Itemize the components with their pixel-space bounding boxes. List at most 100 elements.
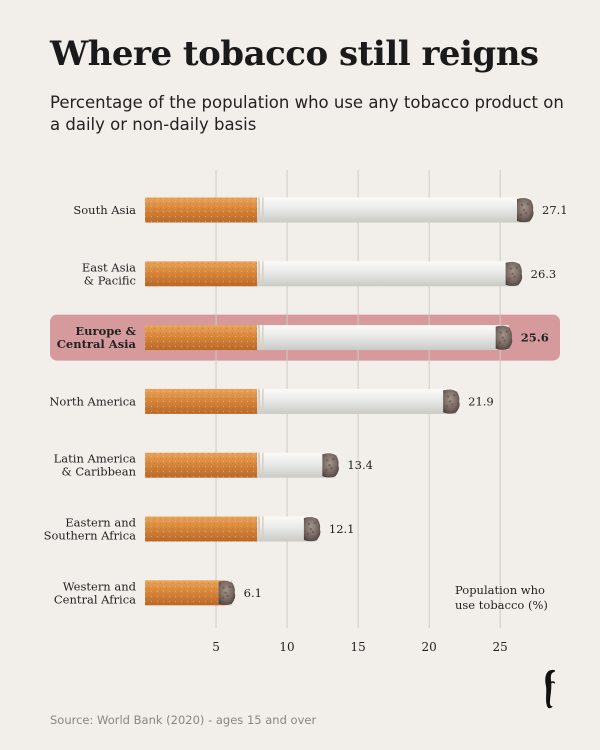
ash-speck: [330, 467, 333, 470]
filter-texture: [145, 261, 257, 287]
category-label: East Asia: [82, 260, 136, 274]
cigarette-band: [262, 388, 264, 414]
ash-speck: [448, 400, 452, 403]
ash-speck: [508, 277, 511, 280]
cigarette-bar: [145, 580, 236, 606]
category-label: Europe &: [75, 324, 136, 338]
ash-speck: [509, 267, 512, 270]
cigarette-paper: [257, 325, 509, 351]
filter-texture: [145, 325, 257, 351]
category-label: Eastern and: [65, 516, 136, 530]
ash-speck: [226, 594, 229, 597]
cigarette-bar: [145, 261, 523, 287]
ash-speck: [498, 341, 501, 344]
ash-speck: [313, 521, 317, 525]
category-label: South Asia: [73, 203, 136, 217]
cigarette-band: [258, 261, 260, 287]
value-label: 12.1: [329, 522, 355, 536]
cigarette-ash: [303, 517, 321, 542]
ash-speck: [501, 336, 504, 339]
ash-speck: [222, 586, 225, 589]
ash-speck: [306, 532, 310, 536]
cigarette-paper: [257, 197, 530, 223]
cigarette-ash: [218, 580, 236, 606]
value-label: 25.6: [521, 331, 549, 345]
filter-texture: [145, 197, 257, 223]
cigarette-ash: [322, 453, 339, 478]
cigarette-band: [262, 325, 264, 351]
publisher-logo: [545, 669, 556, 709]
value-label: 26.3: [531, 267, 557, 281]
ash-speck: [445, 405, 449, 408]
ash-speck: [325, 469, 328, 472]
chart-subtitle: Percentage of the population who use any…: [50, 93, 564, 134]
cigarette-band: [262, 452, 264, 478]
category-label: & Pacific: [84, 273, 136, 287]
cigarette-bar: [145, 516, 321, 542]
ash-speck: [452, 394, 456, 397]
value-label: 27.1: [542, 203, 568, 217]
value-label: 21.9: [468, 394, 494, 408]
category-label: & Caribbean: [61, 465, 136, 479]
ash-speck: [332, 458, 335, 461]
ash-speck: [307, 522, 311, 526]
ash-speck: [505, 330, 508, 333]
ash-speck: [524, 211, 528, 215]
ash-speck: [503, 339, 506, 342]
cigarette-bar: [145, 197, 534, 223]
ash-speck: [515, 266, 518, 269]
category-label: Central Asia: [57, 337, 137, 351]
tick-label: 10: [279, 640, 294, 654]
axis-title: use tobacco (%): [455, 598, 548, 612]
cigarette-bar: [145, 388, 460, 414]
tick-label: 20: [421, 640, 436, 654]
cigarette-band: [258, 325, 260, 351]
cigarette-ash: [517, 198, 534, 223]
chart-title: Where tobacco still reigns: [50, 34, 539, 74]
filter-texture: [145, 388, 257, 414]
cigarette-band: [262, 516, 264, 542]
cigarette-band: [258, 516, 260, 542]
ash-speck: [328, 464, 331, 467]
cigarette-band: [258, 197, 260, 223]
ash-speck: [526, 202, 530, 206]
category-label: Central Africa: [54, 592, 136, 606]
tick-label: 25: [493, 640, 508, 654]
ash-speck: [311, 530, 315, 534]
cigarette-band: [258, 452, 260, 478]
cigarette-band: [262, 197, 264, 223]
axis-title: Population who: [455, 583, 545, 597]
cigarette-paper: [257, 388, 457, 414]
value-label: 6.1: [244, 586, 262, 600]
ash-speck: [511, 272, 514, 275]
ash-speck: [450, 403, 454, 406]
category-label: Latin America: [54, 452, 136, 466]
ash-speck: [519, 213, 523, 217]
cigarette-ash: [443, 389, 460, 414]
cigarette-band: [258, 388, 260, 414]
tick-label: 5: [212, 640, 220, 654]
ash-speck: [446, 395, 450, 398]
source-note: Source: World Bank (2020) - ages 15 and …: [50, 713, 317, 727]
ash-speck: [520, 203, 524, 207]
ash-speck: [522, 208, 526, 212]
ash-speck: [228, 585, 231, 588]
category-label: Western and: [63, 579, 137, 593]
cigarette-paper: [257, 261, 519, 287]
ash-speck: [221, 596, 224, 599]
cigarette-ash: [495, 325, 513, 350]
filter-texture: [145, 452, 257, 478]
cigarette-bar: [145, 325, 513, 351]
value-label: 13.4: [347, 458, 373, 472]
cigarette-ash: [505, 261, 523, 287]
ash-speck: [513, 275, 516, 278]
cigarette-band: [262, 261, 264, 287]
ash-speck: [309, 527, 313, 531]
cigarette-bar: [145, 452, 339, 478]
category-label: Southern Africa: [44, 529, 137, 543]
category-label: North America: [49, 394, 136, 408]
bars: [145, 197, 534, 606]
ash-speck: [499, 331, 502, 334]
ash-speck: [224, 591, 227, 594]
